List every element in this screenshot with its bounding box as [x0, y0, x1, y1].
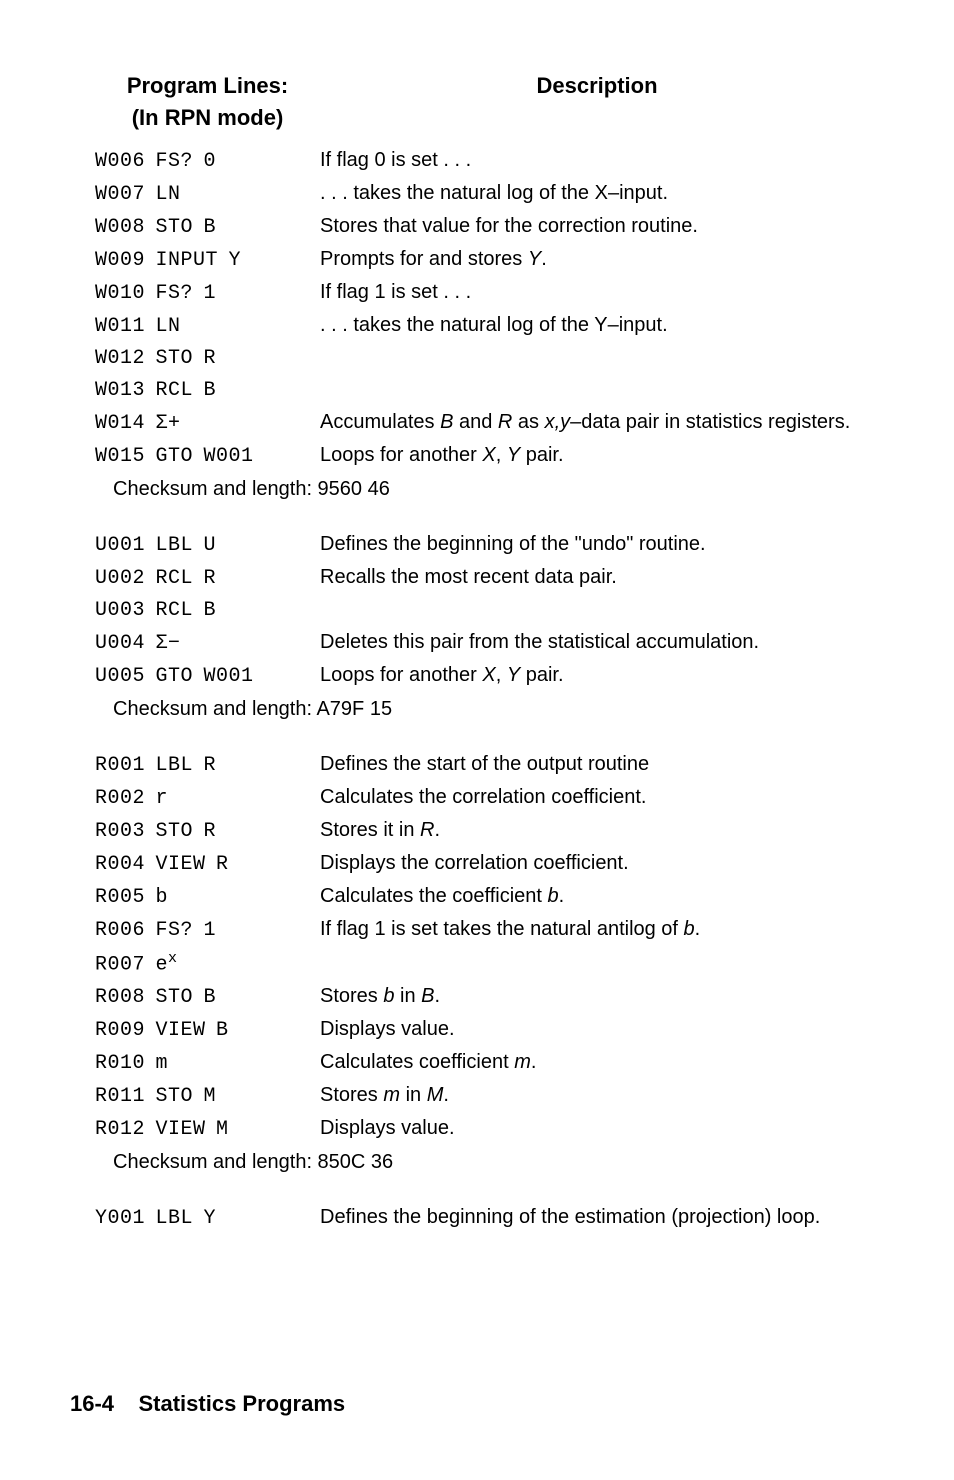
program-line: R010 m	[95, 1049, 320, 1078]
header-left-line2: (In RPN mode)	[132, 105, 284, 130]
program-row: W010 FS? 1If flag 1 is set . . .	[95, 278, 874, 308]
program-row: R009 VIEW BDisplays value.	[95, 1015, 874, 1045]
checksum-line: Checksum and length: A79F 15	[113, 695, 874, 724]
program-row: R005 bCalculates the coefficient b.	[95, 882, 874, 912]
program-row: U005 GTO W001Loops for another X, Y pair…	[95, 661, 874, 691]
program-row: W013 RCL B	[95, 376, 874, 405]
program-row: R004 VIEW RDisplays the correlation coef…	[95, 849, 874, 879]
description-text: Loops for another X, Y pair.	[320, 441, 874, 470]
description-text: Displays the correlation coefficient.	[320, 849, 874, 878]
description-text: Loops for another X, Y pair.	[320, 661, 874, 690]
program-line: W006 FS? 0	[95, 147, 320, 176]
program-line: W010 FS? 1	[95, 279, 320, 308]
program-row: R012 VIEW MDisplays value.	[95, 1114, 874, 1144]
header-left-line1: Program Lines:	[127, 73, 288, 98]
description-text: Recalls the most recent data pair.	[320, 563, 874, 592]
checksum-line: Checksum and length: 9560 46	[113, 475, 874, 504]
program-line: R002 r	[95, 784, 320, 813]
page-number: 16-4	[70, 1391, 114, 1416]
program-line: R008 STO B	[95, 983, 320, 1012]
program-line: W011 LN	[95, 312, 320, 341]
description-text: . . . takes the natural log of the X–inp…	[320, 179, 874, 208]
program-row: R008 STO BStores b in B.	[95, 982, 874, 1012]
description-text: Calculates the coefficient b.	[320, 882, 874, 911]
description-text: Stores it in R.	[320, 816, 874, 845]
program-line: W012 STO R	[95, 344, 320, 373]
table-header: Program Lines: (In RPN mode) Description	[95, 70, 874, 134]
description-text: Calculates coefficient m.	[320, 1048, 874, 1077]
program-row: U001 LBL UDefines the beginning of the "…	[95, 530, 874, 560]
program-row: W007 LN. . . takes the natural log of th…	[95, 179, 874, 209]
program-line: U005 GTO W001	[95, 662, 320, 691]
program-row: Y001 LBL YDefines the beginning of the e…	[95, 1203, 874, 1233]
program-line: W015 GTO W001	[95, 442, 320, 471]
section-title: Statistics Programs	[139, 1391, 346, 1416]
program-line: R012 VIEW M	[95, 1115, 320, 1144]
program-line: R007 ex	[95, 948, 320, 980]
program-row: R011 STO MStores m in M.	[95, 1081, 874, 1111]
program-line: W008 STO B	[95, 213, 320, 242]
description-text: Defines the beginning of the "undo" rout…	[320, 530, 874, 559]
program-line: R001 LBL R	[95, 751, 320, 780]
program-listing: W006 FS? 0If flag 0 is set . . .W007 LN.…	[95, 146, 874, 1234]
program-line: U001 LBL U	[95, 531, 320, 560]
program-line: U002 RCL R	[95, 564, 320, 593]
program-row: W009 INPUT YPrompts for and stores Y.	[95, 245, 874, 275]
page-footer: 16-4 Statistics Programs	[70, 1388, 345, 1420]
header-description: Description	[320, 70, 874, 134]
description-text: Accumulates B and R as x,y–data pair in …	[320, 408, 874, 437]
description-text: Prompts for and stores Y.	[320, 245, 874, 274]
description-text: Displays value.	[320, 1114, 874, 1143]
program-row: R006 FS? 1If flag 1 is set takes the nat…	[95, 915, 874, 945]
program-row: R001 LBL RDefines the start of the outpu…	[95, 750, 874, 780]
program-line: R003 STO R	[95, 817, 320, 846]
description-text: Displays value.	[320, 1015, 874, 1044]
program-line: W014 Σ+	[95, 409, 320, 438]
description-text: Defines the start of the output routine	[320, 750, 874, 779]
program-row: W008 STO BStores that value for the corr…	[95, 212, 874, 242]
program-row: R002 rCalculates the correlation coeffic…	[95, 783, 874, 813]
description-text: Stores b in B.	[320, 982, 874, 1011]
program-row: W011 LN. . . takes the natural log of th…	[95, 311, 874, 341]
program-line: W007 LN	[95, 180, 320, 209]
program-row: R010 mCalculates coefficient m.	[95, 1048, 874, 1078]
program-row: U002 RCL RRecalls the most recent data p…	[95, 563, 874, 593]
description-text: Deletes this pair from the statistical a…	[320, 628, 874, 657]
header-program-lines: Program Lines: (In RPN mode)	[95, 70, 320, 134]
description-text: Stores m in M.	[320, 1081, 874, 1110]
description-text: Stores that value for the correction rou…	[320, 212, 874, 241]
program-row: W012 STO R	[95, 344, 874, 373]
program-row: R007 ex	[95, 948, 874, 980]
program-line: U003 RCL B	[95, 596, 320, 625]
program-row: W015 GTO W001Loops for another X, Y pair…	[95, 441, 874, 471]
program-line: R004 VIEW R	[95, 850, 320, 879]
program-row: U003 RCL B	[95, 596, 874, 625]
program-row: R003 STO RStores it in R.	[95, 816, 874, 846]
description-text: Defines the beginning of the estimation …	[320, 1203, 874, 1232]
description-text: If flag 0 is set . . .	[320, 146, 874, 175]
program-line: R006 FS? 1	[95, 916, 320, 945]
description-text: If flag 1 is set . . .	[320, 278, 874, 307]
description-text: . . . takes the natural log of the Y–inp…	[320, 311, 874, 340]
program-line: R009 VIEW B	[95, 1016, 320, 1045]
description-text: Calculates the correlation coefficient.	[320, 783, 874, 812]
checksum-line: Checksum and length: 850C 36	[113, 1148, 874, 1177]
program-line: W013 RCL B	[95, 376, 320, 405]
program-line: R011 STO M	[95, 1082, 320, 1111]
program-row: W014 Σ+Accumulates B and R as x,y–data p…	[95, 408, 874, 438]
description-text: If flag 1 is set takes the natural antil…	[320, 915, 874, 944]
program-line: U004 Σ−	[95, 629, 320, 658]
program-line: Y001 LBL Y	[95, 1204, 320, 1233]
program-line: W009 INPUT Y	[95, 246, 320, 275]
program-row: U004 Σ−Deletes this pair from the statis…	[95, 628, 874, 658]
program-row: W006 FS? 0If flag 0 is set . . .	[95, 146, 874, 176]
program-line: R005 b	[95, 883, 320, 912]
